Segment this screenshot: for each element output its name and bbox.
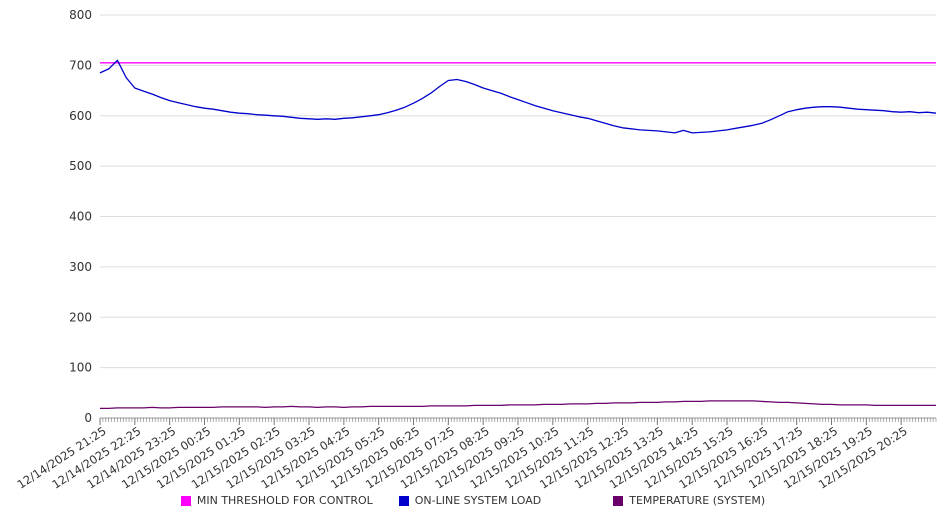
y-tick-label: 300 [69, 260, 92, 274]
legend-label: MIN THRESHOLD FOR CONTROL [196, 494, 373, 507]
legend-item: TEMPERATURE (SYSTEM) [613, 494, 765, 507]
legend-label: ON-LINE SYSTEM LOAD [414, 494, 542, 507]
series-line-1 [99, 59, 937, 134]
y-tick-label: 400 [69, 210, 92, 224]
y-tick-label: 500 [69, 159, 92, 173]
legend-item: ON-LINE SYSTEM LOAD [398, 494, 542, 507]
legend-swatch-icon [613, 495, 624, 506]
y-tick-label: 800 [69, 8, 92, 22]
y-tick-label: 700 [69, 58, 92, 72]
series-line-2 [100, 400, 936, 410]
y-tick-label: 100 [69, 361, 92, 375]
chart-legend: MIN THRESHOLD FOR CONTROL ON-LINE SYSTEM … [0, 494, 946, 507]
legend-swatch-icon [180, 495, 191, 506]
legend-label: TEMPERATURE (SYSTEM) [629, 494, 766, 507]
y-tick-label: 600 [69, 109, 92, 123]
y-tick-label: 200 [69, 310, 92, 324]
legend-item: MIN THRESHOLD FOR CONTROL [180, 494, 373, 507]
legend-swatch-icon [398, 495, 409, 506]
y-tick-label: 0 [84, 411, 92, 425]
